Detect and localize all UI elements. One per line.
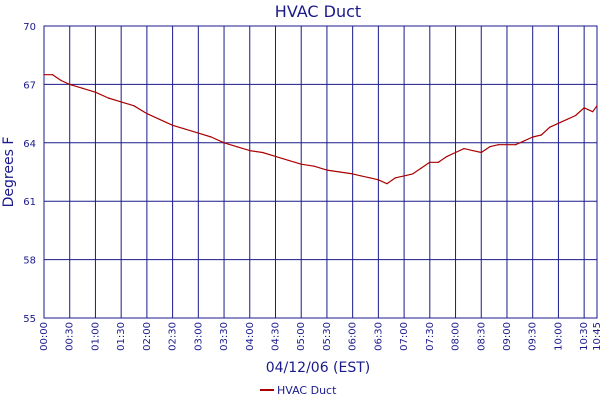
x-tick-label: 02:00 (142, 322, 153, 351)
data-point (60, 79, 62, 82)
data-point (566, 118, 568, 121)
data-point (506, 144, 508, 146)
x-tick-label: 03:00 (193, 322, 204, 351)
x-tick-label: 05:30 (322, 322, 333, 351)
data-point (540, 134, 542, 136)
x-tick-label: 08:30 (476, 322, 487, 351)
data-point (172, 124, 174, 126)
data-point (262, 151, 264, 154)
y-tick-label: 58 (23, 256, 36, 267)
data-point (210, 136, 212, 138)
data-point (313, 165, 315, 167)
data-point (532, 136, 534, 138)
data-point (437, 161, 439, 163)
data-point (463, 148, 465, 150)
x-tick-label: 07:30 (425, 322, 436, 351)
data-point (326, 169, 328, 171)
x-tick-label: 00:30 (65, 322, 76, 351)
data-point (420, 167, 422, 169)
x-tick-label: 07:00 (399, 322, 410, 351)
x-tick-label: 06:00 (348, 322, 359, 351)
y-tick-labels: 55 58 61 64 67 70 (23, 22, 36, 325)
data-point (480, 151, 482, 154)
data-point (43, 74, 45, 76)
y-tick-label: 67 (23, 80, 36, 91)
data-point (472, 149, 474, 152)
data-point (159, 118, 161, 121)
data-point (236, 146, 238, 148)
data-point (133, 105, 135, 107)
data-point (592, 111, 594, 113)
data-point (274, 155, 277, 158)
data-point (120, 101, 122, 103)
data-point (94, 91, 97, 93)
x-tick-label: 04:30 (270, 322, 281, 351)
data-point (360, 175, 362, 177)
x-tick-label: 03:30 (219, 322, 230, 351)
data-point (184, 128, 187, 130)
x-tick-label: 10:00 (553, 322, 564, 351)
data-point (403, 175, 405, 177)
y-tick-label: 55 (23, 314, 36, 325)
data-point (51, 74, 54, 76)
x-tick-label: 04:00 (245, 322, 256, 351)
data-point (583, 107, 585, 109)
data-point (394, 177, 397, 179)
data-point (596, 105, 598, 107)
x-tick-label: 02:30 (168, 322, 179, 351)
data-point (300, 163, 302, 165)
data-point (454, 151, 457, 154)
x-tick-label: 01:30 (116, 322, 127, 351)
data-point (489, 146, 491, 148)
x-tick-label: 00:00 (39, 322, 50, 351)
data-point (412, 173, 414, 175)
x-tick-label: 10:45 (592, 322, 600, 351)
grid-lines (43, 25, 598, 319)
data-point (287, 159, 289, 161)
x-tick-label: 09:00 (502, 322, 513, 351)
data-point (429, 161, 431, 163)
data-point (574, 114, 577, 117)
chart-title: HVAC Duct (275, 2, 361, 21)
series-layer (43, 74, 598, 185)
legend: HVAC Duct (260, 384, 337, 397)
data-point (523, 140, 525, 142)
data-point (557, 122, 560, 124)
data-point (446, 155, 448, 158)
x-tick-label: 09:30 (528, 322, 539, 351)
data-point (197, 132, 199, 134)
x-tick-label: 10:30 (579, 322, 590, 351)
y-tick-label: 64 (23, 139, 36, 150)
y-tick-label: 61 (23, 197, 36, 208)
data-point (369, 177, 371, 179)
legend-label: HVAC Duct (277, 384, 337, 397)
data-point (249, 149, 251, 152)
data-point (514, 144, 517, 146)
x-tick-label: 05:00 (296, 322, 307, 351)
data-point (107, 97, 109, 99)
data-point (69, 83, 71, 85)
data-point (386, 183, 388, 185)
data-point (339, 171, 341, 173)
x-tick-label: 06:30 (373, 322, 384, 351)
data-point (223, 142, 225, 144)
data-point (497, 144, 500, 146)
y-axis-label: Degrees F (1, 137, 17, 208)
data-point (377, 179, 379, 181)
x-tick-label: 08:00 (451, 322, 462, 351)
y-tick-label: 70 (23, 22, 36, 33)
data-point (352, 173, 354, 175)
data-point (81, 87, 84, 89)
x-axis-label: 04/12/06 (EST) (266, 360, 371, 376)
x-tick-labels: 00:00 00:30 01:00 01:30 02:00 02:30 03:00 03:30… (39, 322, 600, 351)
data-point (146, 113, 148, 115)
x-tick-label: 01:00 (90, 322, 101, 351)
data-point (549, 126, 551, 128)
